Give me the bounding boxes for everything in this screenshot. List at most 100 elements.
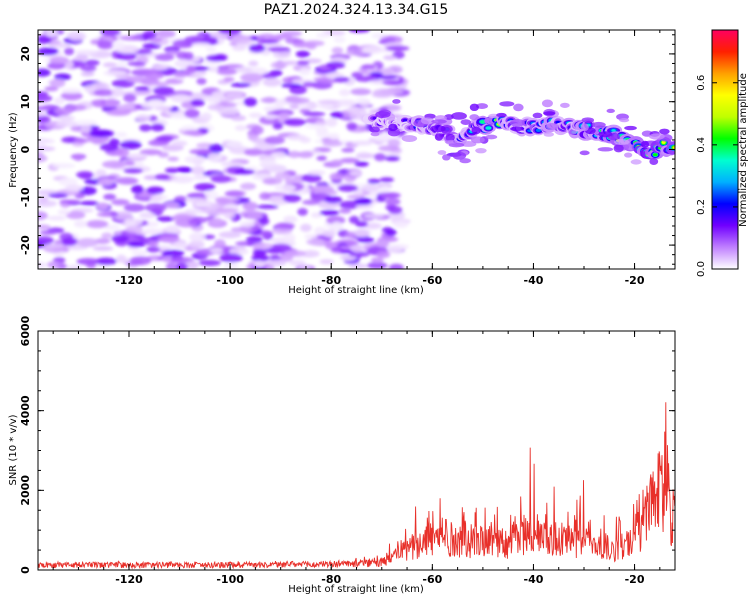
noise-blob [317, 99, 341, 105]
noise-blob [335, 100, 357, 107]
noise-blob [200, 36, 218, 43]
ridge-halo [591, 121, 606, 128]
noise-blob [103, 70, 128, 77]
noise-blob [101, 160, 126, 169]
noise-blob [272, 49, 291, 59]
ridge-halo [568, 129, 577, 135]
noise-blob [299, 136, 311, 144]
noise-blob [337, 184, 359, 192]
noise-blob [207, 152, 223, 162]
noise-blob [322, 140, 343, 147]
noise-blob [345, 49, 366, 56]
noise-blob [264, 114, 278, 120]
noise-blob [302, 81, 316, 88]
colorbar-tick-label: 0.2 [696, 199, 707, 215]
x-tick-label: -120 [115, 573, 143, 586]
noise-blob [376, 239, 390, 248]
noise-blob [257, 39, 279, 44]
noise-blob [273, 200, 287, 206]
noise-blob [330, 111, 344, 119]
noise-blob [234, 169, 255, 175]
noise-blob [85, 220, 109, 229]
noise-blob [183, 129, 202, 136]
noise-blob [289, 259, 306, 266]
noise-blob [43, 243, 65, 249]
noise-blob [385, 45, 410, 52]
noise-blob [174, 262, 188, 269]
noise-blob [235, 66, 253, 73]
noise-blob [97, 178, 114, 186]
noise-blob [103, 224, 121, 231]
noise-blob [150, 123, 165, 132]
x-tick-label: -80 [321, 573, 341, 586]
noise-blob [273, 33, 292, 40]
snr-x-label: Height of straight line (km) [288, 584, 424, 595]
ridge-cell [611, 129, 616, 132]
noise-blob [325, 118, 338, 127]
ridge-halo [543, 131, 554, 137]
noise-blob [44, 86, 59, 92]
noise-blob [198, 259, 221, 267]
ridge-cell [372, 116, 377, 120]
noise-blob [284, 177, 296, 185]
noise-blob [220, 161, 243, 167]
noise-blob [209, 247, 223, 254]
noise-blob [356, 153, 379, 159]
ridge-halo [614, 139, 630, 145]
noise-blob [363, 213, 385, 219]
noise-blob [142, 42, 162, 50]
noise-blob [356, 197, 373, 206]
noise-blob [274, 172, 290, 180]
noise-blob [205, 46, 217, 52]
noise-blob [262, 177, 283, 185]
ridge-halo [560, 102, 570, 108]
ridge-halo [510, 126, 524, 132]
noise-blob [115, 132, 128, 138]
ridge-halo [597, 147, 614, 152]
noise-blob [374, 153, 387, 162]
noise-blob [38, 47, 59, 56]
ridge-halo [509, 119, 525, 127]
ridge-halo [437, 150, 447, 155]
noise-blob [207, 104, 226, 111]
noise-blob [60, 91, 83, 101]
noise-blob [131, 249, 148, 256]
noise-blob [65, 184, 84, 192]
noise-blob [338, 89, 351, 97]
noise-blob [131, 184, 144, 194]
noise-blob [297, 208, 308, 216]
noise-blob [47, 215, 67, 221]
y-tick-label: 0 [19, 145, 32, 153]
noise-blob [188, 232, 206, 242]
noise-blob [243, 148, 264, 156]
noise-blob [38, 236, 54, 245]
ridge-halo [434, 133, 443, 141]
noise-blob [154, 174, 170, 181]
ridge-cell [535, 128, 542, 132]
noise-blob [254, 260, 265, 268]
noise-blob [148, 37, 163, 43]
x-tick-label: -20 [625, 573, 645, 586]
y-tick-label: -10 [19, 187, 32, 207]
noise-blob [300, 223, 312, 232]
noise-blob [101, 232, 113, 239]
snr-x-ticks: -120 -100 -80 -60 -40 -20 [52, 331, 661, 586]
ridge-halo [475, 147, 487, 154]
noise-blob [385, 204, 397, 211]
noise-blob [124, 153, 149, 159]
ridge-halo [469, 103, 479, 112]
noise-blob [126, 75, 149, 83]
noise-blob [283, 118, 307, 127]
ridge-cell [661, 140, 666, 144]
noise-blob [92, 246, 114, 251]
ridge-halo [579, 150, 590, 156]
noise-blob [39, 230, 57, 235]
ridge-halo [392, 99, 401, 104]
noise-blob [271, 151, 287, 159]
noise-blob [115, 52, 137, 61]
noise-blob [144, 71, 164, 80]
noise-blob [111, 234, 130, 243]
noise-blob [165, 262, 178, 269]
noise-blob [239, 182, 257, 191]
noise-blob [49, 56, 69, 65]
